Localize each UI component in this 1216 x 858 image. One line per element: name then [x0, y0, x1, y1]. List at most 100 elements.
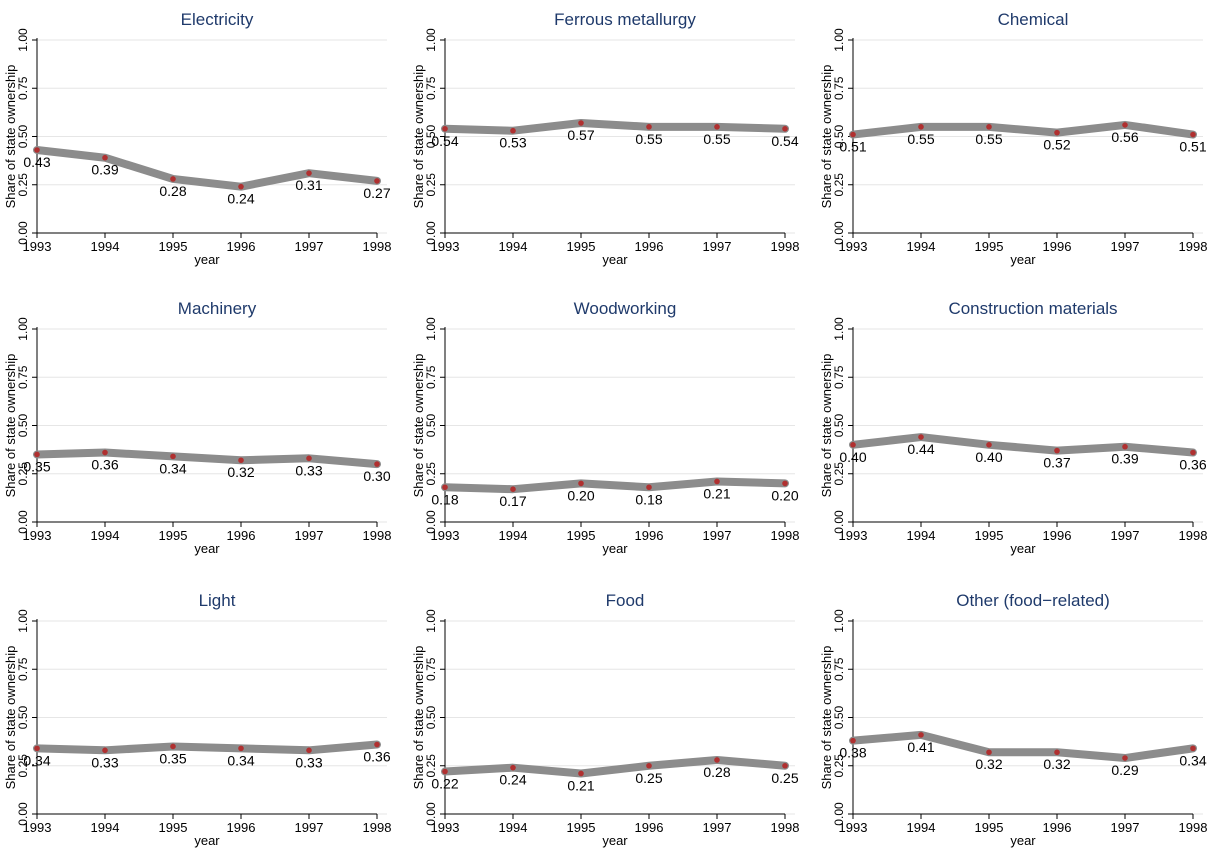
data-point — [34, 451, 40, 458]
x-tick-label: 1997 — [703, 239, 732, 254]
data-point — [782, 125, 788, 132]
y-tick-label: 1.00 — [424, 609, 438, 633]
data-point — [850, 442, 856, 448]
data-label: 0.39 — [1111, 451, 1138, 467]
y-axis-title: Share of state ownership — [819, 65, 834, 209]
y-tick-label: 0.50 — [16, 413, 30, 437]
panel: Machinery 0.00 0.25 0.50 0.75 1.00 1993 1994 199… — [3, 299, 391, 556]
data-point — [238, 745, 244, 752]
data-point — [1054, 447, 1060, 454]
x-tick-label: 1995 — [975, 820, 1004, 835]
x-tick-label: 1996 — [227, 820, 256, 835]
data-label: 0.41 — [907, 739, 934, 755]
x-tick-label: 1996 — [227, 239, 256, 254]
x-axis-title: year — [602, 252, 628, 267]
x-tick-label: 1993 — [431, 820, 460, 835]
y-tick-label: 1.00 — [16, 609, 30, 633]
data-point — [306, 455, 312, 462]
data-label: 0.33 — [295, 754, 322, 770]
data-label: 0.55 — [703, 131, 730, 147]
data-label: 0.51 — [839, 139, 866, 155]
y-axis-title: Share of state ownership — [411, 65, 426, 209]
data-label: 0.31 — [295, 177, 322, 193]
series-line — [441, 755, 789, 778]
data-point — [782, 762, 788, 769]
y-tick-label: 0.75 — [16, 76, 30, 100]
data-label: 0.28 — [703, 764, 730, 780]
data-point — [1190, 745, 1196, 752]
y-axis-title: Share of state ownership — [819, 354, 834, 498]
x-tick-label: 1994 — [499, 528, 528, 543]
panel-title: Construction materials — [948, 299, 1117, 318]
x-tick-label: 1996 — [1043, 528, 1072, 543]
data-point — [986, 124, 992, 130]
x-tick-label: 1997 — [295, 239, 324, 254]
x-tick-label: 1995 — [975, 239, 1004, 254]
data-point — [374, 741, 380, 748]
data-point — [102, 154, 108, 161]
y-tick-label: 0.00 — [16, 221, 30, 245]
y-tick-label: 1.00 — [16, 28, 30, 52]
y-tick-label: 0.25 — [16, 754, 30, 778]
y-tick-label: 0.50 — [424, 705, 438, 729]
data-label: 0.24 — [499, 772, 526, 788]
y-tick-label: 0.50 — [832, 705, 846, 729]
x-tick-label: 1996 — [1043, 239, 1072, 254]
y-tick-label: 0.75 — [424, 365, 438, 389]
y-tick-label: 0.75 — [424, 76, 438, 100]
x-tick-label: 1995 — [567, 239, 596, 254]
data-label: 0.20 — [771, 487, 798, 503]
panel: Woodworking 0.00 0.25 0.50 0.75 1.00 1993 1994 1… — [411, 299, 799, 556]
y-tick-label: 0.00 — [424, 510, 438, 534]
data-label: 0.35 — [23, 458, 50, 474]
data-point — [102, 449, 108, 456]
series-line — [441, 477, 789, 494]
data-point — [646, 124, 652, 130]
data-label: 0.24 — [227, 191, 254, 207]
data-point — [238, 183, 244, 190]
x-tick-label: 1997 — [295, 528, 324, 543]
y-tick-label: 0.25 — [16, 173, 30, 197]
data-point — [1122, 755, 1128, 761]
x-tick-label: 1995 — [567, 820, 596, 835]
x-tick-label: 1996 — [635, 239, 664, 254]
x-tick-label: 1993 — [839, 528, 868, 543]
y-tick-label: 0.25 — [424, 754, 438, 778]
data-point — [1190, 131, 1196, 138]
y-axis-title: Share of state ownership — [819, 646, 834, 790]
y-axis-title: Share of state ownership — [411, 646, 426, 790]
y-tick-label: 1.00 — [832, 609, 846, 633]
y-tick-label: 1.00 — [832, 317, 846, 341]
x-tick-label: 1994 — [907, 820, 936, 835]
data-point — [1054, 129, 1060, 136]
data-label: 0.55 — [975, 131, 1002, 147]
x-tick-label: 1994 — [499, 239, 528, 254]
data-point — [986, 442, 992, 448]
panel-title: Machinery — [178, 299, 257, 318]
data-label: 0.37 — [1043, 455, 1070, 471]
x-tick-label: 1993 — [23, 820, 52, 835]
panel-title: Chemical — [998, 10, 1069, 29]
data-label: 0.35 — [159, 750, 186, 766]
data-point — [918, 732, 924, 738]
x-tick-label: 1996 — [227, 528, 256, 543]
data-label: 0.36 — [363, 749, 390, 765]
data-label: 0.39 — [91, 162, 118, 178]
data-point — [578, 480, 584, 487]
data-label: 0.54 — [771, 133, 798, 149]
panel: Light 0.00 0.25 0.50 0.75 1.00 1993 1994 1995 199… — [3, 591, 391, 848]
x-tick-label: 1994 — [907, 528, 936, 543]
panel: Construction materials 0.00 0.25 0.50 0.75 1.… — [819, 299, 1207, 556]
x-axis-title: year — [1010, 833, 1036, 848]
data-point — [374, 178, 380, 184]
data-point — [646, 484, 652, 491]
y-tick-label: 0.00 — [424, 221, 438, 245]
data-point — [918, 124, 924, 130]
data-label: 0.32 — [1043, 756, 1070, 772]
data-point — [238, 457, 244, 464]
x-axis-title: year — [194, 252, 220, 267]
data-label: 0.38 — [839, 745, 866, 761]
series-line — [849, 120, 1197, 139]
data-label: 0.44 — [907, 441, 934, 457]
x-tick-label: 1995 — [975, 528, 1004, 543]
